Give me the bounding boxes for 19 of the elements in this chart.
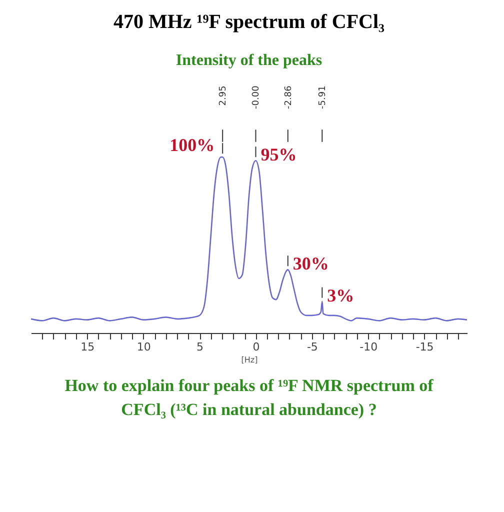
x-tick-label: 10 <box>136 340 151 354</box>
annotation: 30% <box>292 254 329 274</box>
annotation: 100% <box>170 135 215 156</box>
x-tick-label: 0 <box>252 340 260 354</box>
x-axis-title: [Hz] <box>241 356 258 364</box>
text: -2.86 <box>284 85 294 109</box>
x-tick-label: -5 <box>306 340 318 354</box>
x-tick-label: -10 <box>360 340 378 354</box>
text: -0.00 <box>252 85 262 109</box>
chart-title: 470 MHz ¹⁹F spectrum of CFCl₃ <box>113 11 385 33</box>
x-tick-label: 15 <box>80 340 95 354</box>
text: -5.91 <box>318 86 328 109</box>
text: How to explain four peaks of ¹⁹F NMR spectrum of CFCl₃ (¹³C in natural abundance) ? <box>64 376 434 419</box>
x-tick-label: 5 <box>196 340 204 354</box>
text: 2.95 <box>218 86 229 106</box>
annotation: 95% <box>260 144 297 165</box>
annotation: 3% <box>327 285 354 306</box>
chart-subtitle: Intensity of the peaks <box>176 52 322 69</box>
x-tick-label: -15 <box>416 340 434 354</box>
